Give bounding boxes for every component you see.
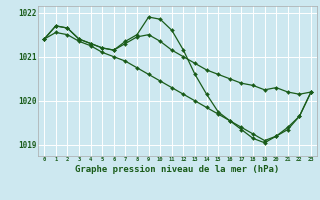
X-axis label: Graphe pression niveau de la mer (hPa): Graphe pression niveau de la mer (hPa) — [76, 165, 280, 174]
